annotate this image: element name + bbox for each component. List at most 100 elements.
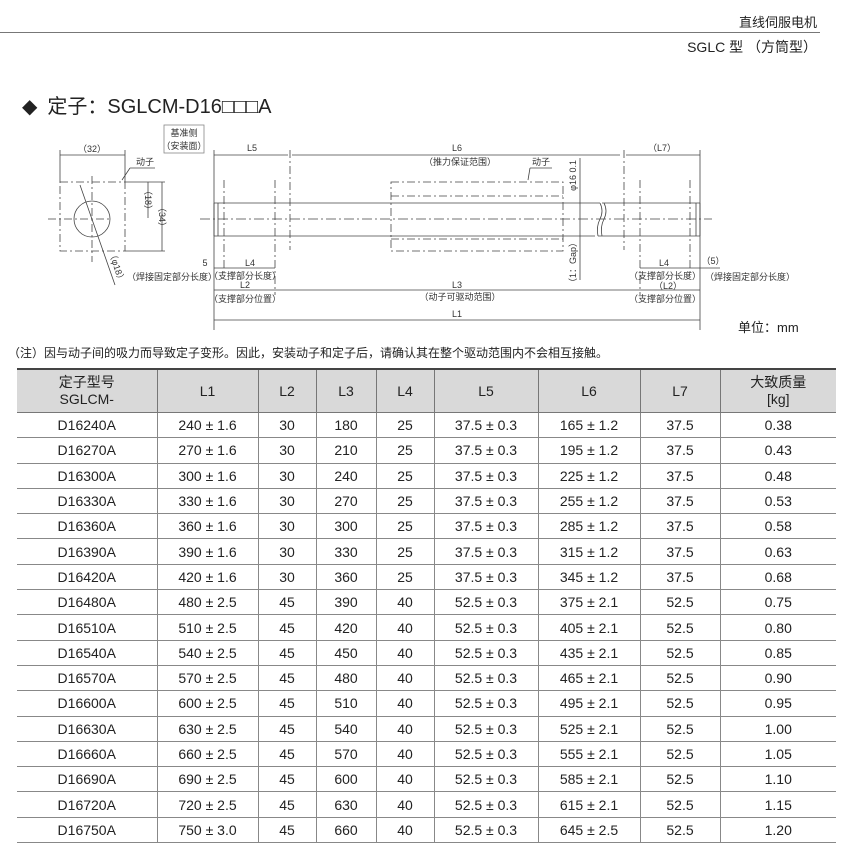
table-cell: 52.5: [639, 766, 721, 793]
table-cell: 465 ± 2.1: [537, 664, 641, 692]
table-cell: 480: [315, 664, 377, 692]
table-cell: 30: [257, 437, 317, 464]
table-row: D16420A 420 ± 1.6 30 360 25 37.5 ± 0.3 345 ± 1…: [17, 563, 836, 591]
table-cell: 45: [257, 766, 317, 793]
table-cell: 45: [257, 664, 317, 692]
table-cell: D16540A: [17, 639, 158, 666]
diamond-bullet-icon: ◆: [22, 96, 38, 118]
table-cell: 0.43: [719, 437, 836, 464]
table-cell: 300: [315, 513, 377, 540]
table-cell: 37.5 ± 0.3: [433, 487, 539, 515]
table-header-row: 定子型号 SGLCM- L1 L2 L3 L4 L5 L6 L7 大致质量 [kg]: [17, 368, 836, 413]
table-cell: 210: [315, 437, 377, 464]
table-cell: 25: [375, 563, 435, 591]
column-header: L6: [537, 368, 641, 413]
table-cell: 40: [375, 791, 435, 818]
table-cell: 45: [257, 639, 317, 666]
table-cell: 270 ± 1.6: [156, 437, 259, 464]
table-cell: 37.5: [639, 487, 721, 515]
table-cell: 315 ± 1.2: [537, 538, 641, 565]
table-row: D16390A 390 ± 1.6 30 330 25 37.5 ± 0.3 315 ± 1…: [17, 538, 836, 565]
header-category: 直线伺服电机: [738, 15, 817, 30]
table-row: D16660A 660 ± 2.5 45 570 40 52.5 ± 0.3 555 ± 2…: [17, 740, 836, 768]
table-row: D16510A 510 ± 2.5 45 420 40 52.5 ± 0.3 405 ± 2…: [17, 614, 836, 641]
table-cell: 25: [375, 538, 435, 565]
table-cell: 52.5: [639, 614, 721, 641]
support-position-left: （支撑部分位置）: [209, 293, 281, 304]
table-cell: 555 ± 2.1: [537, 740, 641, 768]
table-cell: 720 ± 2.5: [156, 791, 259, 818]
table-row: D16330A 330 ± 1.6 30 270 25 37.5 ± 0.3 255 ± 1…: [17, 487, 836, 515]
table-cell: D16300A: [17, 462, 158, 489]
column-header-line: L5: [478, 382, 494, 399]
table-cell: 52.5 ± 0.3: [433, 791, 539, 818]
table-cell: 630 ± 2.5: [156, 715, 259, 742]
table-cell: 1.00: [719, 715, 836, 742]
header-series: SGLC 型 （方筒型）: [687, 39, 817, 55]
table-cell: 30: [257, 487, 317, 515]
table-cell: 1.10: [719, 766, 836, 793]
dim-L4-left: L4: [245, 258, 255, 268]
table-row: D16750A 750 ± 3.0 45 660 40 52.5 ± 0.3 645 ± 2…: [17, 816, 836, 844]
section-title-text: 定子：SGLCM-D16□□□A: [47, 96, 272, 118]
dim-34: （34）: [157, 203, 167, 231]
table-cell: D16240A: [17, 411, 158, 439]
column-header-line: 定子型号: [58, 374, 115, 390]
table-cell: 30: [257, 462, 317, 489]
column-header: L3: [315, 368, 377, 413]
table-cell: 525 ± 2.1: [537, 715, 641, 742]
dim-L3-note: （动子可驱动范围）: [419, 291, 500, 302]
table-cell: 0.58: [719, 513, 836, 540]
table-cell: 40: [375, 639, 435, 666]
table-cell: 390 ± 1.6: [156, 538, 259, 565]
table-cell: 0.90: [719, 664, 836, 692]
table-cell: 37.5: [639, 437, 721, 464]
table-cell: 37.5: [639, 538, 721, 565]
table-cell: 30: [257, 538, 317, 565]
table-cell: 45: [257, 614, 317, 641]
table-cell: 52.5 ± 0.3: [433, 614, 539, 641]
table-cell: 0.63: [719, 538, 836, 565]
column-header: 大致质量 [kg]: [719, 368, 836, 413]
side-view: [200, 150, 720, 330]
table-cell: 40: [375, 690, 435, 717]
dim-phi18: （φ18）: [107, 249, 127, 284]
table-cell: 25: [375, 487, 435, 515]
dim-L1: L1: [452, 309, 462, 319]
stator-dimension-drawing: （32） 动子 （18） （34） （φ18） 基准侧 （安装面）: [48, 124, 795, 330]
table-cell: 660 ± 2.5: [156, 740, 259, 768]
dim-L7: （L7）: [648, 143, 676, 153]
table-row: D16720A 720 ± 2.5 45 630 40 52.5 ± 0.3 615 ± 2…: [17, 791, 836, 818]
table-cell: 600: [315, 766, 377, 793]
table-cell: D16270A: [17, 437, 158, 464]
column-header: L4: [375, 368, 435, 413]
table-cell: 690 ± 2.5: [156, 766, 259, 793]
table-cell: 37.5: [639, 462, 721, 489]
table-cell: 165 ± 1.2: [537, 411, 641, 439]
table-cell: D16420A: [17, 563, 158, 591]
table-cell: 0.48: [719, 462, 836, 489]
table-row: D16540A 540 ± 2.5 45 450 40 52.5 ± 0.3 435 ± 2…: [17, 639, 836, 666]
table-cell: 510: [315, 690, 377, 717]
table-cell: 52.5: [639, 589, 721, 616]
table-row: D16270A 270 ± 1.6 30 210 25 37.5 ± 0.3 195 ± 1…: [17, 437, 836, 464]
weld-length-right: （焊接固定部分长度）: [705, 271, 795, 282]
table-cell: 52.5 ± 0.3: [433, 766, 539, 793]
table-cell: 435 ± 2.1: [537, 639, 641, 666]
table-cell: 45: [257, 715, 317, 742]
table-cell: 750 ± 3.0: [156, 816, 259, 844]
table-cell: 1.20: [719, 816, 836, 844]
table-cell: 52.5: [639, 715, 721, 742]
table-cell: 420 ± 1.6: [156, 563, 259, 591]
table-cell: 52.5: [639, 639, 721, 666]
dim-L2-left: L2: [240, 280, 250, 290]
table-cell: 37.5: [639, 411, 721, 439]
table-cell: 40: [375, 715, 435, 742]
table-cell: 255 ± 1.2: [537, 487, 641, 515]
mover-label-left: 动子: [136, 157, 154, 167]
table-row: D16360A 360 ± 1.6 30 300 25 37.5 ± 0.3 285 ± 1…: [17, 513, 836, 540]
table-cell: 40: [375, 589, 435, 616]
dim-L2-right: （L2）: [654, 281, 682, 291]
table-cell: 52.5: [639, 664, 721, 692]
table-body: D16240A 240 ± 1.6 30 180 25 37.5 ± 0.3 165 ± 1…: [17, 411, 836, 844]
